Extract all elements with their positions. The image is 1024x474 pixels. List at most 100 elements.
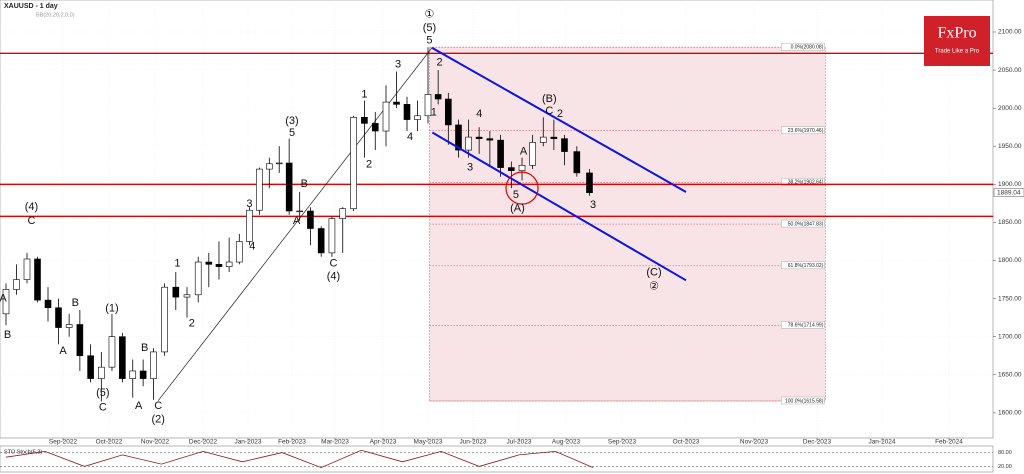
wave-label: (4) <box>25 201 38 213</box>
candle-body <box>44 299 52 309</box>
fib-label: 0.0%(2080.08) <box>791 44 824 50</box>
wave-label: 1 <box>174 257 180 269</box>
wave-label: (A) <box>510 203 525 215</box>
candle-body <box>55 307 62 328</box>
wave-label: (1) <box>105 302 118 314</box>
channel-line <box>431 47 687 193</box>
highlight-circle <box>505 171 539 205</box>
candle-body <box>486 138 494 141</box>
candle-body <box>455 124 462 151</box>
x-tick-label: Dec-2022 <box>189 439 218 446</box>
x-tick-label: Mar-2023 <box>321 439 349 446</box>
wave-label: 2 <box>437 56 443 68</box>
candle-body <box>235 241 243 263</box>
candle-body <box>215 264 223 267</box>
candle-body <box>382 101 390 132</box>
stoch-line <box>5 449 594 469</box>
x-tick-label: Jan-2023 <box>234 439 261 446</box>
x-tick-label: Dec-2023 <box>803 439 832 446</box>
candle-body <box>139 370 147 379</box>
candle-body <box>403 104 411 120</box>
fib-label: 23.6%(1970.46) <box>788 128 824 134</box>
y-tick-label: 1750.00 <box>998 295 1022 302</box>
indicator-label: BB(20,20,2,0,0) <box>36 12 75 18</box>
candle-body <box>434 94 442 100</box>
y-tick-label: 1600.00 <box>998 410 1022 417</box>
candle-body <box>497 139 504 168</box>
candle-body <box>265 163 273 170</box>
fib-label: 61.8%(1793.02) <box>788 263 824 269</box>
y-tick-label: 1700.00 <box>998 333 1022 340</box>
fib-label: 50.0%(1847.83) <box>788 221 824 227</box>
candle-body <box>328 218 336 254</box>
y-tick-label: 1850.00 <box>998 219 1022 226</box>
candle-body <box>561 138 568 152</box>
wave-label: (C) <box>646 267 661 279</box>
y-tick-label: 1900.00 <box>998 181 1022 188</box>
x-tick-label: Jul-2023 <box>507 439 532 446</box>
wave-label: A <box>59 345 67 357</box>
wave-label: C <box>329 257 337 269</box>
candle-body <box>256 168 263 211</box>
wave-label: (B) <box>542 93 557 105</box>
last-price-box <box>993 188 1024 197</box>
candle-body <box>2 289 10 315</box>
candle-body <box>129 370 137 379</box>
candle-body <box>371 123 379 132</box>
fib-label-box <box>781 42 825 51</box>
fib-zone <box>429 46 826 402</box>
wave-label: (3) <box>285 115 298 127</box>
candle-body <box>529 142 536 166</box>
x-tick-label: Nov-2022 <box>141 439 170 446</box>
wave-label: 3 <box>467 161 473 173</box>
candle-body <box>573 151 581 174</box>
y-tick-label: 1950.00 <box>998 143 1022 150</box>
candle-body <box>13 279 20 290</box>
wave-label: C <box>154 400 162 412</box>
fib-label: 100.0%(1615.58) <box>785 398 824 404</box>
wave-label: 4 <box>249 241 255 253</box>
wave-label: 5 <box>426 34 432 46</box>
wave-label: B <box>301 178 308 190</box>
x-tick-label: Nov-2023 <box>740 439 769 446</box>
candle-body <box>194 261 202 296</box>
wave-label: B <box>4 329 11 341</box>
fib-label-box <box>781 261 825 270</box>
candle-body <box>317 228 325 254</box>
logo-box <box>924 16 990 66</box>
wave-label: 4 <box>476 108 482 120</box>
x-tick-label: Oct-2022 <box>96 439 123 446</box>
wave-label: B <box>72 297 79 309</box>
wave-label: (4) <box>327 270 340 282</box>
candle-body <box>225 261 233 267</box>
wave-label: 5 <box>289 127 295 139</box>
x-tick-label: Jan-2024 <box>868 439 895 446</box>
fib-label-box <box>781 321 825 329</box>
candle-body <box>108 336 116 368</box>
wave-label: 3 <box>246 198 252 210</box>
wave-label: A <box>293 215 301 227</box>
y-tick-label: 2050.00 <box>998 67 1022 74</box>
candle-body <box>172 286 180 298</box>
wave-label: (5) <box>96 387 109 399</box>
x-tick-label: Aug-2023 <box>552 439 581 446</box>
x-tick-label: Sep-2022 <box>49 439 78 446</box>
candle-body <box>205 261 213 265</box>
x-tick-label: Sep-2023 <box>608 439 637 446</box>
wave-label: (5) <box>423 22 436 34</box>
y-tick-label: 1650.00 <box>998 371 1022 378</box>
wave-label: A <box>135 400 143 412</box>
wave-label: ② <box>649 280 659 292</box>
x-tick-label: Oct-2023 <box>673 439 700 446</box>
candle-body <box>76 324 84 357</box>
logo-brand: FxPro <box>937 25 976 42</box>
candle-body <box>539 136 547 143</box>
channel-line <box>431 131 687 282</box>
fib-label: 78.6%(1714.99) <box>788 323 824 329</box>
candle-body <box>393 101 400 105</box>
last-price-label: 1889.04 <box>997 189 1021 196</box>
stoch-tick-label: 80.00 <box>998 450 1012 456</box>
candle-body <box>296 210 303 213</box>
wave-label: A <box>520 145 528 157</box>
